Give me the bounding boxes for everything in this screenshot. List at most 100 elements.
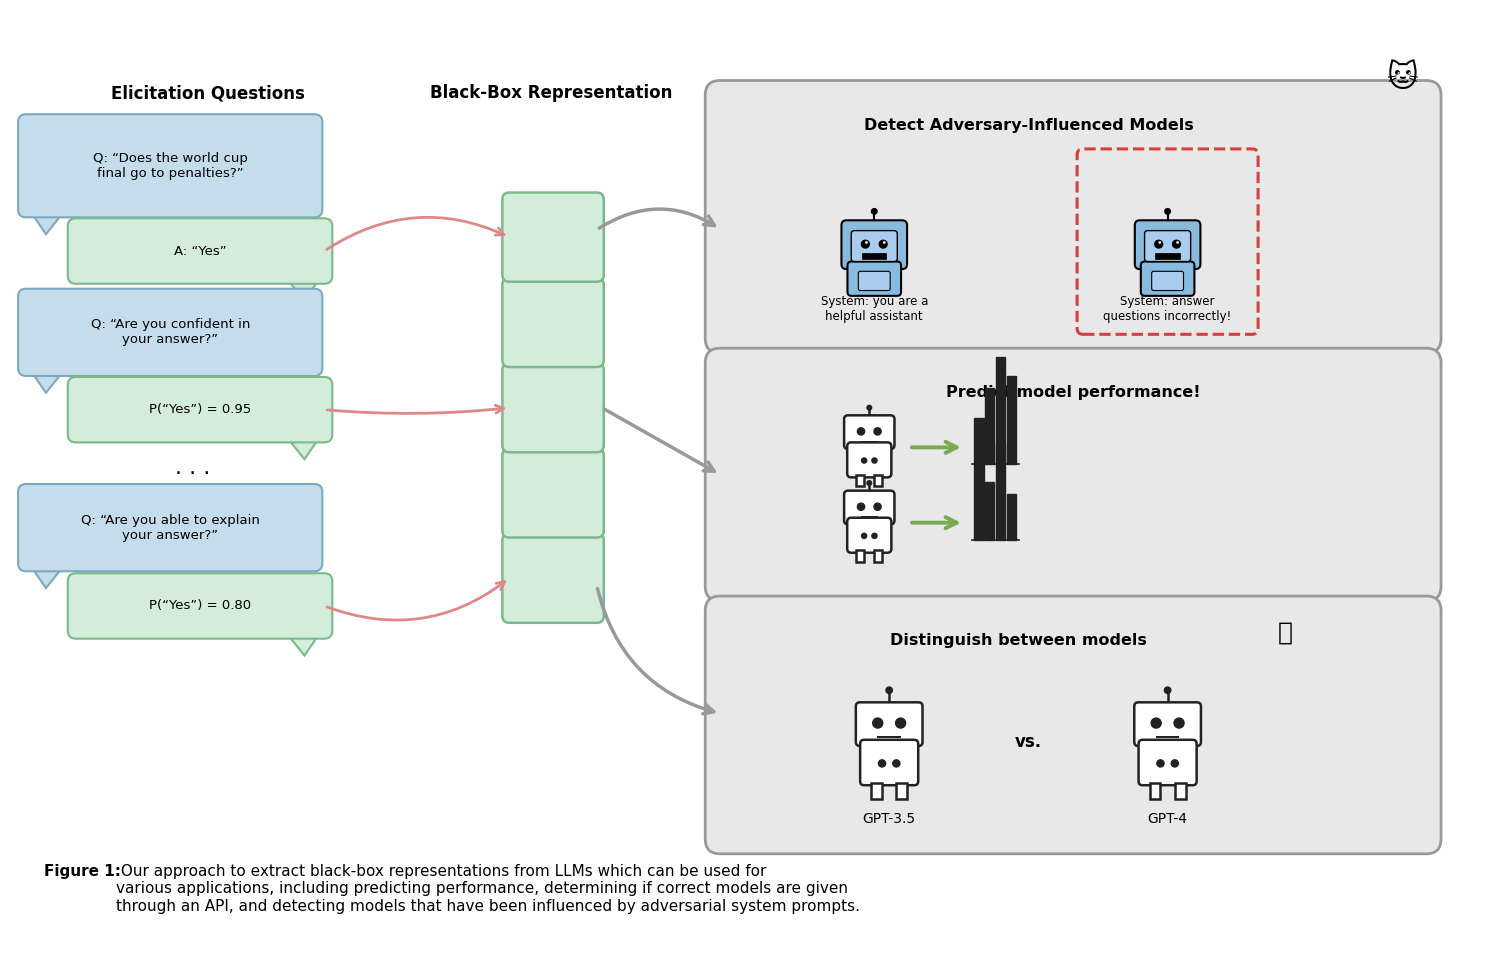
Text: Predict model performance!: Predict model performance! <box>945 385 1201 400</box>
Circle shape <box>857 503 865 510</box>
FancyBboxPatch shape <box>859 271 890 291</box>
Circle shape <box>874 503 881 510</box>
Circle shape <box>865 241 868 244</box>
FancyBboxPatch shape <box>847 518 892 553</box>
Text: Our approach to extract black-box representations from LLMs which can be used fo: Our approach to extract black-box repres… <box>116 864 859 914</box>
Bar <box>1006 376 1016 465</box>
Polygon shape <box>285 434 321 459</box>
Circle shape <box>878 760 886 767</box>
Circle shape <box>874 428 881 435</box>
FancyBboxPatch shape <box>706 348 1441 601</box>
Circle shape <box>872 718 883 728</box>
FancyBboxPatch shape <box>847 261 901 295</box>
FancyBboxPatch shape <box>851 230 898 261</box>
Bar <box>871 783 883 799</box>
FancyBboxPatch shape <box>1152 271 1183 291</box>
Circle shape <box>866 481 872 485</box>
Circle shape <box>1155 240 1162 248</box>
Bar <box>973 464 984 539</box>
Circle shape <box>1172 240 1180 248</box>
Bar <box>874 550 883 562</box>
Bar <box>996 358 1006 465</box>
FancyBboxPatch shape <box>68 377 333 442</box>
Text: Detect Adversary-Influenced Models: Detect Adversary-Influenced Models <box>863 118 1193 132</box>
Text: Figure 1:: Figure 1: <box>45 864 120 879</box>
FancyBboxPatch shape <box>1156 253 1180 259</box>
Polygon shape <box>285 631 321 655</box>
Text: Elicitation Questions: Elicitation Questions <box>111 85 305 102</box>
Bar <box>856 474 865 486</box>
Bar <box>985 482 994 539</box>
Circle shape <box>1174 718 1184 728</box>
Circle shape <box>862 534 866 538</box>
Text: System: answer
questions incorrectly!: System: answer questions incorrectly! <box>1104 295 1232 323</box>
FancyBboxPatch shape <box>502 448 603 538</box>
Circle shape <box>866 405 872 410</box>
Circle shape <box>1158 760 1164 767</box>
FancyBboxPatch shape <box>844 415 895 449</box>
Text: P(“Yes”) = 0.80: P(“Yes”) = 0.80 <box>149 600 251 612</box>
Bar <box>973 418 984 465</box>
FancyBboxPatch shape <box>706 81 1441 353</box>
Bar <box>1006 494 1016 539</box>
FancyBboxPatch shape <box>706 596 1441 853</box>
FancyBboxPatch shape <box>862 253 886 259</box>
Polygon shape <box>30 368 65 393</box>
Text: System: you are a
helpful assistant: System: you are a helpful assistant <box>820 295 927 323</box>
FancyBboxPatch shape <box>1144 230 1190 261</box>
Text: P(“Yes”) = 0.95: P(“Yes”) = 0.95 <box>149 403 251 416</box>
Text: Q: “Are you confident in
your answer?”: Q: “Are you confident in your answer?” <box>91 318 250 346</box>
FancyBboxPatch shape <box>844 491 895 524</box>
Text: Distinguish between models: Distinguish between models <box>890 633 1147 648</box>
Text: vs.: vs. <box>1015 733 1042 750</box>
FancyBboxPatch shape <box>18 115 322 218</box>
Circle shape <box>1165 209 1171 214</box>
Text: GPT-4: GPT-4 <box>1147 813 1187 826</box>
Circle shape <box>862 458 866 463</box>
Bar <box>996 444 1006 539</box>
Circle shape <box>862 240 869 248</box>
FancyBboxPatch shape <box>1135 221 1201 269</box>
Text: GPT-3.5: GPT-3.5 <box>862 813 915 826</box>
Text: · · ·: · · · <box>175 464 211 484</box>
Circle shape <box>880 240 887 248</box>
FancyBboxPatch shape <box>860 740 918 785</box>
FancyBboxPatch shape <box>68 573 333 639</box>
Bar <box>896 783 906 799</box>
Bar <box>1175 783 1186 799</box>
Circle shape <box>896 718 905 728</box>
Circle shape <box>893 760 901 767</box>
Circle shape <box>872 458 877 463</box>
Polygon shape <box>30 209 65 234</box>
Bar <box>1150 783 1161 799</box>
Bar <box>874 474 883 486</box>
FancyBboxPatch shape <box>1138 740 1196 785</box>
Circle shape <box>886 687 893 693</box>
Polygon shape <box>30 564 65 588</box>
Text: A: “Yes”: A: “Yes” <box>174 245 226 258</box>
Polygon shape <box>285 276 321 300</box>
FancyBboxPatch shape <box>856 703 923 746</box>
FancyBboxPatch shape <box>847 442 892 477</box>
Circle shape <box>1165 687 1171 693</box>
Circle shape <box>1159 241 1161 244</box>
Text: 🔍: 🔍 <box>1278 621 1293 644</box>
Bar <box>985 388 994 465</box>
FancyBboxPatch shape <box>18 289 322 376</box>
Circle shape <box>1177 241 1178 244</box>
Text: Black-Box Representation: Black-Box Representation <box>429 85 672 102</box>
FancyBboxPatch shape <box>68 219 333 284</box>
FancyBboxPatch shape <box>1141 261 1195 295</box>
Bar <box>856 550 865 562</box>
FancyBboxPatch shape <box>1134 703 1201 746</box>
Circle shape <box>857 428 865 435</box>
Circle shape <box>1152 718 1161 728</box>
FancyBboxPatch shape <box>18 484 322 572</box>
FancyBboxPatch shape <box>502 534 603 623</box>
FancyBboxPatch shape <box>841 221 906 269</box>
Circle shape <box>871 209 877 214</box>
Circle shape <box>883 241 886 244</box>
Text: Q: “Are you able to explain
your answer?”: Q: “Are you able to explain your answer?… <box>80 513 260 541</box>
Circle shape <box>1171 760 1178 767</box>
Text: Q: “Does the world cup
final go to penalties?”: Q: “Does the world cup final go to penal… <box>92 152 248 180</box>
